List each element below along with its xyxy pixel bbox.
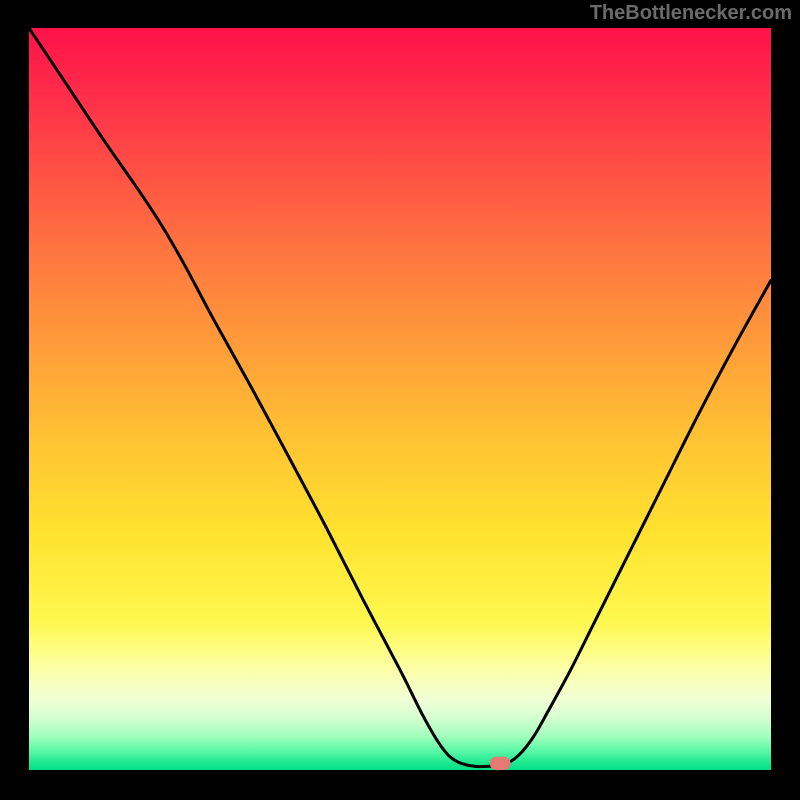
bottleneck-curve: [29, 28, 771, 767]
chart-stage: TheBottlenecker.com: [0, 0, 800, 800]
curve-svg: [29, 28, 771, 770]
plot-area: [29, 28, 771, 770]
watermark-text: TheBottlenecker.com: [590, 2, 792, 25]
optimal-marker: [490, 757, 511, 770]
